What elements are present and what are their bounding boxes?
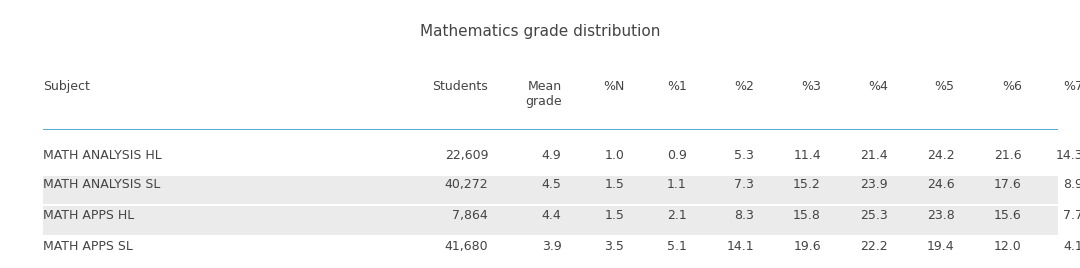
Text: 19.6: 19.6 [793, 240, 821, 253]
Text: 2.1: 2.1 [667, 209, 687, 222]
Text: %1: %1 [667, 80, 687, 94]
Text: 1.0: 1.0 [605, 149, 624, 162]
Text: 21.6: 21.6 [994, 149, 1022, 162]
Text: 14.3: 14.3 [1055, 149, 1080, 162]
Text: 15.6: 15.6 [994, 209, 1022, 222]
Text: 3.5: 3.5 [605, 240, 624, 253]
Text: Students: Students [432, 80, 488, 94]
Text: 22,609: 22,609 [445, 149, 488, 162]
Text: 23.8: 23.8 [927, 209, 955, 222]
Text: %5: %5 [934, 80, 955, 94]
Text: 4.9: 4.9 [542, 149, 562, 162]
Text: 3.9: 3.9 [542, 240, 562, 253]
Text: 4.5: 4.5 [542, 178, 562, 191]
Text: MATH ANALYSIS HL: MATH ANALYSIS HL [43, 149, 162, 162]
Text: 8.9: 8.9 [1064, 178, 1080, 191]
Text: 11.4: 11.4 [793, 149, 821, 162]
Text: 25.3: 25.3 [860, 209, 888, 222]
Text: 5.1: 5.1 [667, 240, 687, 253]
Text: Mean
grade: Mean grade [525, 80, 562, 108]
Text: %2: %2 [734, 80, 754, 94]
Text: 15.8: 15.8 [793, 209, 821, 222]
Text: 15.2: 15.2 [793, 178, 821, 191]
Text: 1.1: 1.1 [667, 178, 687, 191]
Text: 41,680: 41,680 [445, 240, 488, 253]
Text: 19.4: 19.4 [927, 240, 955, 253]
Text: MATH APPS SL: MATH APPS SL [43, 240, 133, 253]
Text: 22.2: 22.2 [860, 240, 888, 253]
Text: 40,272: 40,272 [445, 178, 488, 191]
Text: Subject: Subject [43, 80, 90, 94]
Text: 7,864: 7,864 [453, 209, 488, 222]
Text: 23.9: 23.9 [860, 178, 888, 191]
Text: MATH ANALYSIS SL: MATH ANALYSIS SL [43, 178, 161, 191]
Text: 24.6: 24.6 [927, 178, 955, 191]
Text: 8.3: 8.3 [734, 209, 754, 222]
Text: 7.3: 7.3 [734, 178, 754, 191]
Text: %3: %3 [801, 80, 821, 94]
Text: 5.3: 5.3 [734, 149, 754, 162]
Text: 1.5: 1.5 [605, 178, 624, 191]
Text: 12.0: 12.0 [994, 240, 1022, 253]
Text: MATH APPS HL: MATH APPS HL [43, 209, 134, 222]
Text: 1.5: 1.5 [605, 209, 624, 222]
Text: 4.4: 4.4 [542, 209, 562, 222]
Text: 7.7: 7.7 [1063, 209, 1080, 222]
Text: %7: %7 [1063, 80, 1080, 94]
Text: Mathematics grade distribution: Mathematics grade distribution [420, 24, 660, 39]
Text: 4.1: 4.1 [1064, 240, 1080, 253]
Text: 17.6: 17.6 [994, 178, 1022, 191]
Text: 0.9: 0.9 [667, 149, 687, 162]
Text: %6: %6 [1002, 80, 1022, 94]
Text: %4: %4 [868, 80, 888, 94]
Text: 21.4: 21.4 [860, 149, 888, 162]
Text: %N: %N [603, 80, 624, 94]
Text: 24.2: 24.2 [927, 149, 955, 162]
Text: 14.1: 14.1 [726, 240, 754, 253]
